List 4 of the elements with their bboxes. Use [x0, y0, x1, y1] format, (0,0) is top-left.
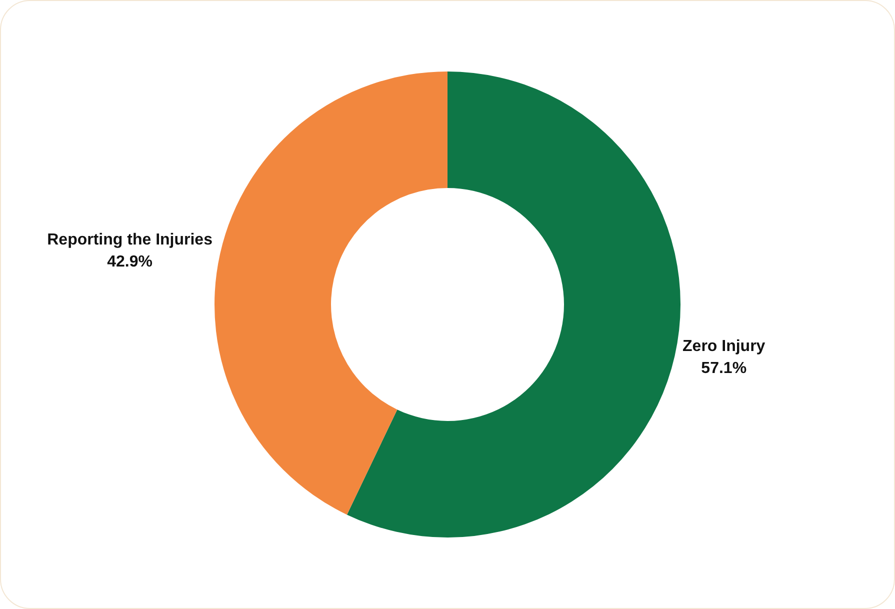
data-label: 57.1% — [701, 360, 747, 378]
slice-label: Reporting the Injuries — [47, 232, 213, 249]
data-label: 42.9% — [107, 254, 152, 271]
slice-label: Zero Injury — [682, 338, 766, 356]
